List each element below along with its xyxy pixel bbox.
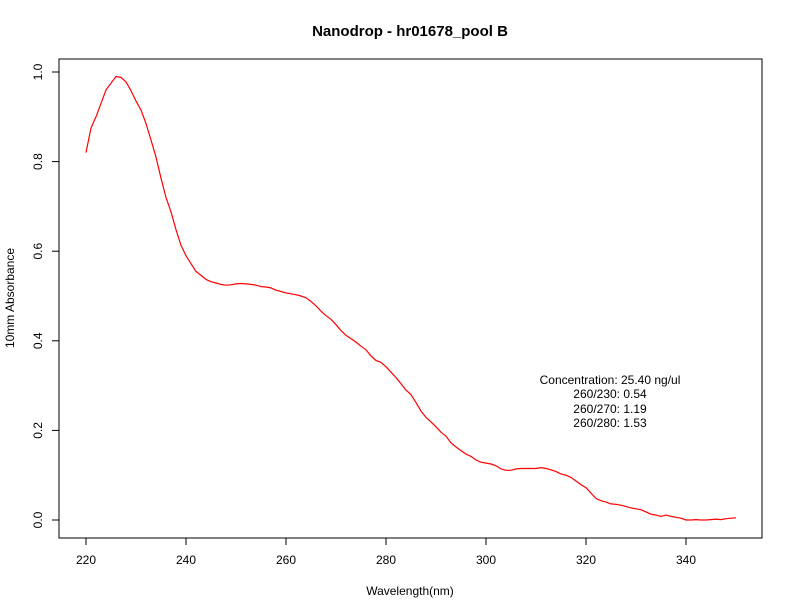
absorbance-series-line <box>85 75 737 521</box>
y-tick-label: 0.4 <box>31 332 45 349</box>
x-tick-label: 300 <box>476 553 496 567</box>
y-tick-label: 0.6 <box>31 243 45 260</box>
y-axis: 0.0 0.2 0.4 0.6 0.8 1.0 <box>31 63 60 528</box>
x-tick-label: 280 <box>376 553 396 567</box>
y-tick-label: 1.0 <box>31 63 45 80</box>
annotation-block: Concentration: 25.40 ng/ul 260/230: 0.54… <box>540 373 681 430</box>
x-tick-label: 320 <box>576 553 596 567</box>
annotation-260-230: 260/230: 0.54 <box>573 387 647 401</box>
x-tick-label: 240 <box>176 553 196 567</box>
y-tick-label: 0.2 <box>31 422 45 439</box>
annotation-260-270: 260/270: 1.19 <box>573 402 647 416</box>
y-tick-label: 0.8 <box>31 153 45 170</box>
series-layer <box>85 75 737 521</box>
chart-title: Nanodrop - hr01678_pool B <box>312 23 508 40</box>
x-tick-label: 260 <box>276 553 296 567</box>
x-axis-label: Wavelength(nm) <box>366 584 454 598</box>
annotation-concentration: Concentration: 25.40 ng/ul <box>540 373 681 387</box>
annotation-260-280: 260/280: 1.53 <box>573 416 647 430</box>
y-tick-label: 0.0 <box>31 511 45 528</box>
x-axis: 220 240 260 280 300 320 340 <box>76 537 696 567</box>
x-tick-label: 220 <box>76 553 96 567</box>
y-axis-label: 10mm Absorbance <box>3 248 17 348</box>
x-tick-label: 340 <box>676 553 696 567</box>
